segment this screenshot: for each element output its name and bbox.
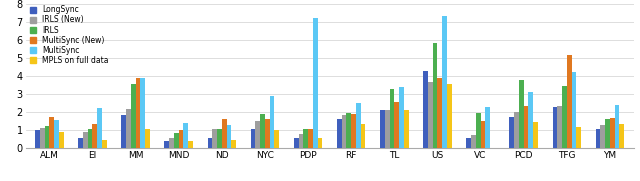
Bar [576,127,581,148]
Bar [251,129,255,148]
Bar [471,135,476,148]
Bar [404,110,408,148]
Bar [184,123,188,148]
Bar [552,107,557,148]
Bar [212,129,217,148]
Bar [92,124,97,148]
Bar [298,134,303,148]
Bar [45,126,49,148]
Bar [557,106,562,148]
Bar [562,86,567,148]
Bar [126,109,131,148]
Bar [145,129,150,148]
Bar [423,71,428,148]
Bar [428,82,433,148]
Bar [131,84,136,148]
Bar [269,96,275,148]
Bar [140,78,145,148]
Bar [485,107,490,148]
Bar [524,106,529,148]
Bar [317,138,323,148]
Bar [437,78,442,148]
Bar [509,117,514,148]
Bar [394,102,399,148]
Bar [188,141,193,148]
Bar [390,89,394,148]
Bar [356,103,361,148]
Bar [620,124,624,148]
Bar [346,113,351,148]
Bar [265,119,269,148]
Bar [207,138,212,148]
Bar [164,141,169,148]
Bar [227,125,231,148]
Bar [231,140,236,148]
Bar [179,130,184,148]
Legend: LongSync, IRLS (New), IRLS, MultiSync (New), MultiSync, MPLS on full data: LongSync, IRLS (New), IRLS, MultiSync (N… [29,5,109,66]
Bar [97,108,102,148]
Bar [442,16,447,148]
Bar [596,129,600,148]
Bar [614,105,620,148]
Bar [433,43,437,148]
Bar [481,121,485,148]
Bar [35,130,40,148]
Bar [380,110,385,148]
Bar [260,114,265,148]
Bar [351,114,356,148]
Bar [222,119,227,148]
Bar [59,132,63,148]
Bar [122,115,126,148]
Bar [313,18,317,148]
Bar [54,120,59,148]
Bar [294,138,298,148]
Bar [275,130,279,148]
Bar [533,122,538,148]
Bar [217,129,222,148]
Bar [605,119,610,148]
Bar [519,80,524,148]
Bar [476,113,481,148]
Bar [385,110,390,148]
Bar [308,129,313,148]
Bar [399,87,404,148]
Bar [529,92,533,148]
Bar [342,115,346,148]
Bar [572,72,576,148]
Bar [467,138,471,148]
Bar [255,121,260,148]
Bar [303,129,308,148]
Bar [136,78,140,148]
Bar [174,133,179,148]
Bar [88,129,92,148]
Bar [83,132,88,148]
Bar [514,112,519,148]
Bar [361,124,365,148]
Bar [49,117,54,148]
Bar [600,125,605,148]
Bar [78,138,83,148]
Bar [610,118,614,148]
Bar [102,140,107,148]
Bar [40,128,45,148]
Bar [337,119,342,148]
Bar [447,84,452,148]
Bar [169,138,174,148]
Bar [567,55,572,148]
